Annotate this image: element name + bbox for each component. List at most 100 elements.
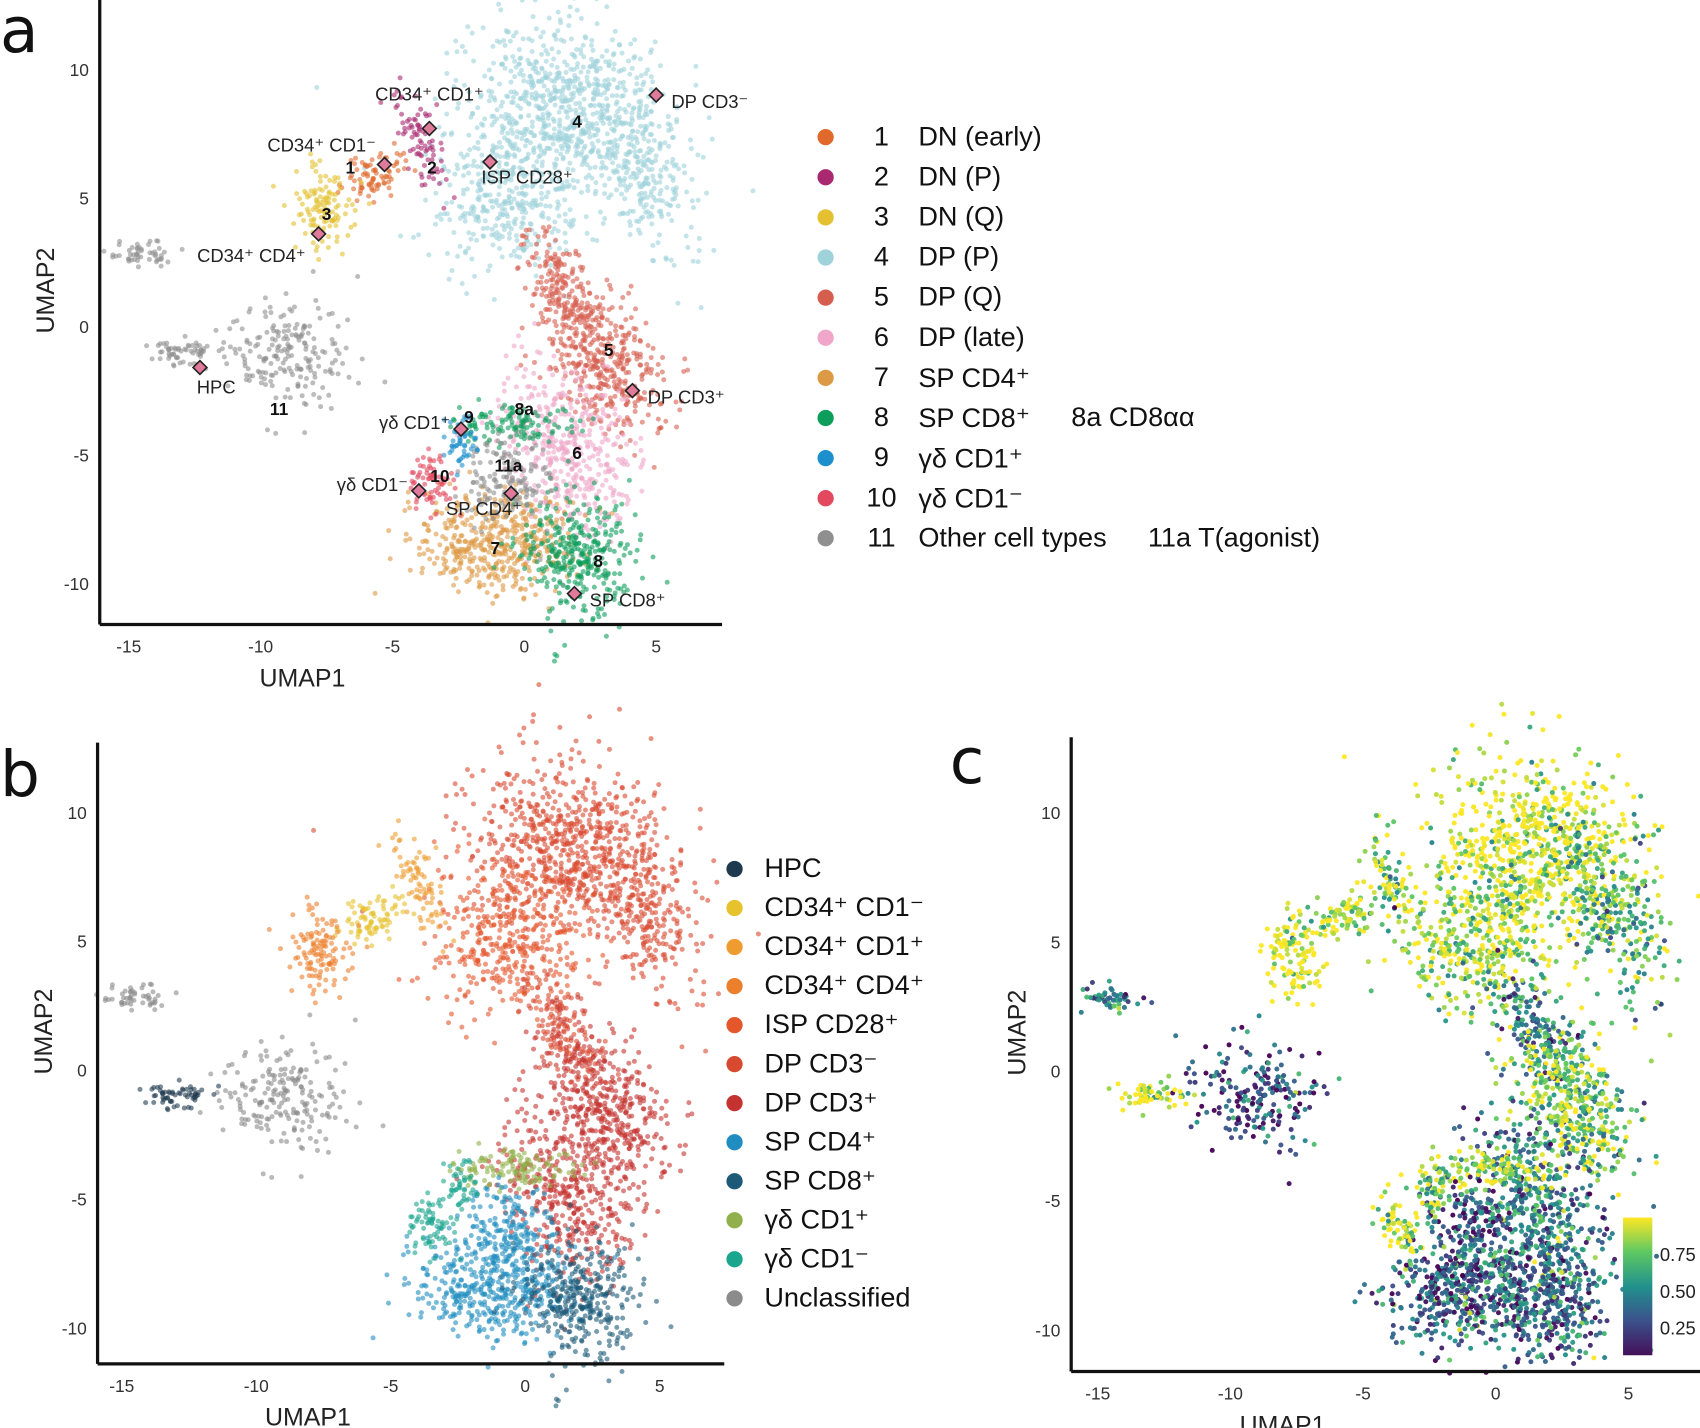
cell-point <box>556 213 562 219</box>
cell-point <box>471 460 477 466</box>
cell-point <box>631 784 637 790</box>
cell-point <box>638 362 644 368</box>
cell-point <box>564 540 570 546</box>
cell-point <box>580 110 586 116</box>
cell-point <box>522 432 528 438</box>
cell-point <box>560 362 566 368</box>
cell-point <box>334 234 340 240</box>
cell-point <box>618 906 624 912</box>
cell-point <box>435 867 441 873</box>
cell-point <box>522 566 528 572</box>
x-tick-label: 5 <box>651 637 661 657</box>
cell-point <box>549 62 555 68</box>
cell-point <box>273 430 279 436</box>
cell-point <box>604 108 610 114</box>
cell-point <box>415 457 421 463</box>
cell-point <box>451 477 457 483</box>
cell-point <box>452 820 458 826</box>
cell-point <box>276 343 282 349</box>
cell-point <box>481 233 487 239</box>
cell-point <box>454 548 460 554</box>
cell-point <box>444 50 450 56</box>
cell-point <box>595 457 601 463</box>
cell-point <box>498 113 504 119</box>
cell-point <box>591 780 597 786</box>
cell-point <box>551 449 557 455</box>
cell-point <box>564 983 570 989</box>
cell-point <box>475 196 481 202</box>
cell-point <box>475 105 481 111</box>
cell-point <box>597 103 603 109</box>
cell-point <box>610 401 616 407</box>
cell-point <box>549 229 555 235</box>
cell-point <box>621 934 627 940</box>
cell-point <box>580 289 586 295</box>
cell-point <box>311 392 317 398</box>
cell-point <box>245 366 251 372</box>
cell-point <box>452 485 458 491</box>
cell-point <box>587 534 593 540</box>
cell-point <box>582 785 588 791</box>
cell-point <box>522 353 528 359</box>
cell-point <box>600 295 606 301</box>
cell-point <box>613 809 619 815</box>
cell-point <box>558 135 564 141</box>
cell-point <box>484 225 490 231</box>
cell-point <box>550 922 556 928</box>
cell-point <box>669 218 675 224</box>
cell-point <box>642 190 648 196</box>
cell-point <box>553 775 559 781</box>
cell-point <box>489 581 495 587</box>
cell-point <box>567 400 573 406</box>
cell-point <box>638 872 644 878</box>
cell-point <box>523 235 529 241</box>
cell-point <box>658 167 664 173</box>
cell-point <box>551 56 557 62</box>
cell-point <box>553 505 559 511</box>
cell-point <box>636 99 642 105</box>
cell-point <box>587 931 593 937</box>
cell-point <box>582 807 588 813</box>
cell-point <box>625 420 631 426</box>
cell-point <box>611 119 617 125</box>
cell-point <box>320 385 326 391</box>
cell-point <box>655 392 661 398</box>
cell-point <box>641 136 647 142</box>
cell-point <box>573 101 579 107</box>
cell-point <box>515 863 521 869</box>
cell-point <box>602 351 608 357</box>
cell-point <box>533 507 539 513</box>
cell-point <box>693 63 699 69</box>
landmark-label: ISP CD28⁺ <box>481 167 572 188</box>
cell-point <box>610 344 616 350</box>
cell-point <box>604 48 610 54</box>
cell-point <box>505 375 511 381</box>
cell-point <box>529 254 535 260</box>
cell-point <box>298 211 304 217</box>
cell-point <box>598 350 604 356</box>
cell-point <box>593 372 599 378</box>
cell-point <box>554 830 560 836</box>
cell-point <box>468 488 474 494</box>
cell-point <box>507 979 513 985</box>
cell-point <box>589 148 595 154</box>
cell-point <box>634 81 640 87</box>
cell-point <box>587 403 593 409</box>
cell-point <box>452 532 458 538</box>
cell-point <box>319 187 325 193</box>
cell-point <box>659 369 665 375</box>
cell-point <box>555 552 561 558</box>
cell-point <box>285 353 291 359</box>
cell-point <box>595 332 601 338</box>
cell-point <box>611 77 617 83</box>
cell-point <box>264 329 270 335</box>
cell-point <box>482 134 488 140</box>
cell-point <box>561 432 567 438</box>
cell-point <box>634 136 640 142</box>
cell-point <box>465 767 471 773</box>
cell-point <box>684 189 690 195</box>
cell-point <box>542 786 548 792</box>
cell-point <box>273 353 279 359</box>
cell-point <box>370 167 376 173</box>
cell-point <box>593 446 599 452</box>
